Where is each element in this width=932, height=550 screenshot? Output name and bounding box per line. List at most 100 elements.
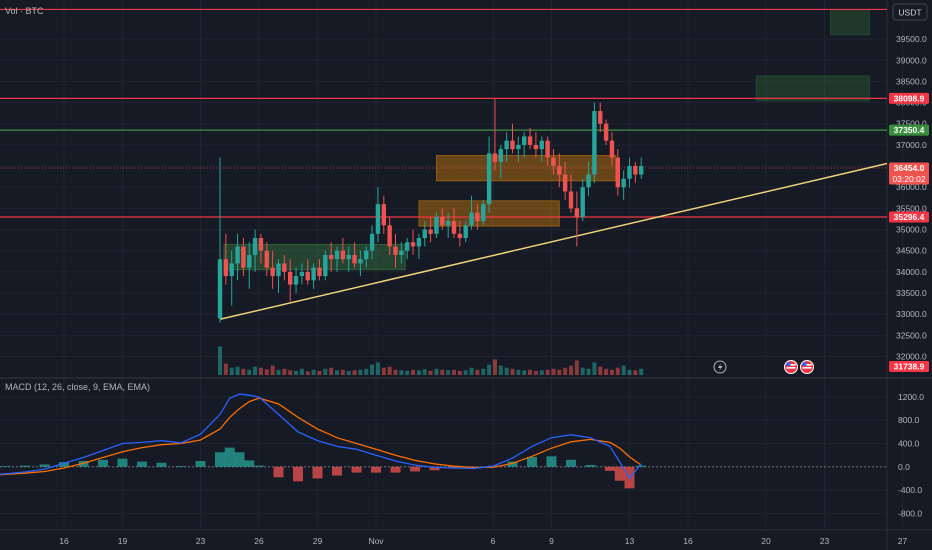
time-tick-label: 6 bbox=[491, 536, 496, 546]
candle-body bbox=[598, 111, 603, 124]
histogram-bar bbox=[312, 466, 323, 479]
histogram-bar bbox=[351, 466, 362, 473]
signal-line bbox=[0, 397, 642, 476]
target-zone bbox=[829, 9, 870, 36]
price-tick-label: 32500.0 bbox=[896, 330, 927, 340]
resistance-price-tag-text: 38098.9 bbox=[894, 93, 925, 103]
histogram-bar bbox=[244, 460, 255, 467]
histogram-bar bbox=[98, 459, 108, 467]
time-tick-label: 9 bbox=[549, 536, 554, 546]
candle-body bbox=[603, 123, 609, 141]
volume-bar bbox=[399, 370, 404, 375]
volume-bar bbox=[288, 370, 293, 375]
candle-body bbox=[621, 178, 626, 188]
volume-bar bbox=[405, 370, 410, 375]
histogram-bar bbox=[156, 462, 167, 467]
current-price-tag[interactable] bbox=[889, 162, 929, 185]
volume-bar bbox=[258, 367, 263, 375]
time-tick-label: 16 bbox=[59, 536, 69, 546]
volume-bar bbox=[469, 367, 474, 375]
time-tick-label: 19 bbox=[118, 536, 128, 546]
volume-bar bbox=[411, 369, 416, 375]
volume-bar bbox=[270, 365, 275, 375]
currency-label: USDT bbox=[898, 8, 921, 18]
lightning-icon-glyph bbox=[718, 363, 723, 372]
trendline[interactable] bbox=[219, 162, 888, 321]
us-flag-icon[interactable] bbox=[800, 360, 814, 374]
candle-body bbox=[364, 250, 369, 260]
volume-bar bbox=[434, 368, 439, 375]
target-zone bbox=[755, 75, 870, 102]
macd-line bbox=[0, 393, 642, 480]
volume-bar bbox=[329, 367, 334, 375]
histogram-bar bbox=[254, 465, 264, 467]
low-marker-tag[interactable] bbox=[889, 361, 929, 372]
histogram-bar bbox=[59, 462, 69, 467]
price-tick-label: 37000.0 bbox=[896, 140, 927, 150]
lightning-icon[interactable] bbox=[713, 360, 727, 374]
volume-bar bbox=[580, 367, 585, 375]
candle-body bbox=[639, 166, 644, 175]
volume-bar bbox=[305, 371, 310, 375]
volume-bar bbox=[346, 370, 351, 375]
candle-body bbox=[247, 254, 252, 268]
volume-bar bbox=[457, 370, 462, 375]
candle-body bbox=[627, 166, 632, 179]
volume-bar bbox=[481, 368, 486, 375]
volume-bar bbox=[604, 368, 609, 375]
candle-body bbox=[358, 259, 363, 264]
volume-bar bbox=[247, 369, 252, 375]
volume-bar bbox=[253, 366, 258, 375]
candle-body bbox=[492, 153, 498, 162]
candle-body bbox=[422, 229, 427, 239]
candle-body bbox=[229, 263, 234, 277]
histogram-bar bbox=[293, 466, 303, 482]
histogram-bar bbox=[614, 466, 625, 481]
candle-body bbox=[293, 276, 299, 285]
candle-body bbox=[445, 221, 451, 226]
candle-body bbox=[340, 250, 346, 260]
time-tick-label: 23 bbox=[196, 536, 206, 546]
support-price-tag[interactable] bbox=[889, 211, 929, 223]
candle-body bbox=[328, 254, 334, 260]
histogram-bar bbox=[224, 447, 235, 467]
price-tick-label: 35000.0 bbox=[896, 225, 927, 235]
flag-stripe bbox=[802, 367, 812, 369]
candle-body bbox=[557, 166, 562, 175]
volume-bar bbox=[335, 370, 339, 375]
candle-body bbox=[288, 271, 293, 285]
candle-body bbox=[381, 204, 386, 226]
candle-body bbox=[405, 242, 410, 251]
candle-body bbox=[615, 157, 620, 188]
price-tick-label: 36000.0 bbox=[896, 182, 927, 192]
volume-bar bbox=[574, 360, 579, 375]
histogram-bar bbox=[215, 452, 225, 467]
candle-body bbox=[457, 233, 463, 239]
current-price-tag-countdown: 03:20:02 bbox=[892, 174, 925, 184]
volume-bar bbox=[317, 370, 322, 375]
candle-body bbox=[551, 157, 556, 167]
price-tick-label: 34500.0 bbox=[896, 246, 927, 256]
candle-body bbox=[510, 140, 515, 150]
time-tick-label: 29 bbox=[313, 536, 323, 546]
volume-bar bbox=[446, 370, 451, 375]
candle-body bbox=[282, 263, 287, 272]
currency-button[interactable]: USDT bbox=[892, 3, 928, 21]
candle-body bbox=[276, 263, 281, 277]
candle-body bbox=[352, 254, 357, 264]
us-flag-icon[interactable] bbox=[784, 360, 798, 374]
time-tick-label: 27 bbox=[898, 536, 908, 546]
volume-bar bbox=[516, 369, 521, 375]
volume-bar bbox=[229, 367, 234, 375]
volume-bar bbox=[375, 362, 380, 375]
volume-bar bbox=[452, 369, 456, 375]
resistance-price-tag[interactable] bbox=[889, 92, 929, 104]
volume-bar bbox=[510, 368, 515, 375]
volume-bar bbox=[381, 367, 386, 375]
green-level-price-tag[interactable] bbox=[889, 124, 929, 136]
time-tick-label: 23 bbox=[820, 536, 830, 546]
volume-bar bbox=[621, 365, 626, 375]
candle-body bbox=[299, 271, 305, 277]
